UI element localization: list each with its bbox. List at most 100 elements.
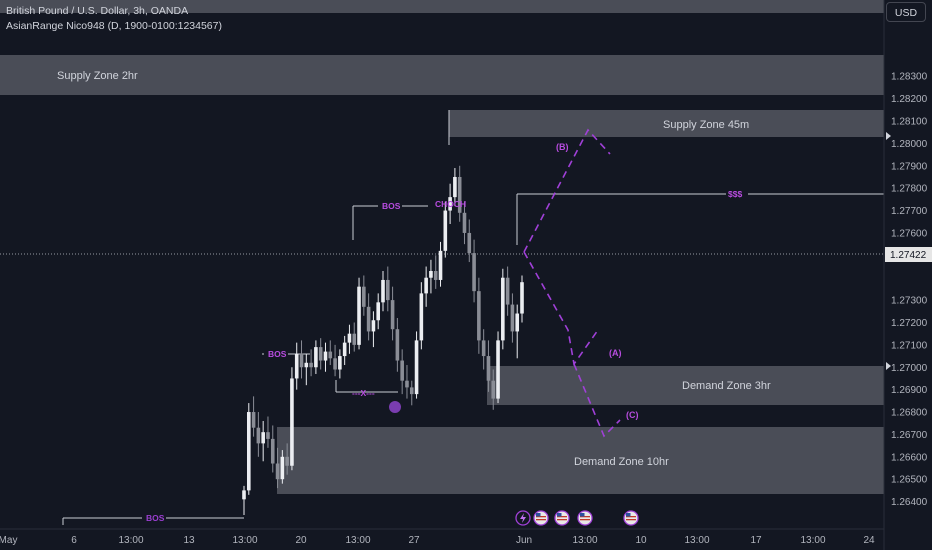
time-tick-label: 13:00	[684, 535, 709, 546]
time-tick-label: 27	[408, 535, 420, 546]
time-tick-label: 13:00	[800, 535, 825, 546]
candle-body	[362, 286, 366, 307]
candle-body	[285, 456, 289, 466]
supply-zone-2hr[interactable]	[0, 55, 884, 95]
candle-body	[409, 387, 414, 395]
candle-body	[256, 427, 261, 444]
last-price-value: 1.27422	[890, 250, 927, 261]
candle-body	[395, 329, 400, 361]
price-tick-label: 1.27800	[891, 184, 928, 195]
candle-body	[491, 380, 496, 399]
candle-body	[381, 279, 385, 303]
candle-body	[472, 253, 476, 292]
wave-projection	[523, 128, 621, 438]
us-flag-icon[interactable]	[623, 510, 639, 526]
candle-body	[266, 432, 270, 439]
candle-body	[462, 212, 467, 233]
candle-body	[448, 197, 452, 211]
price-tick-label: 1.27000	[891, 363, 928, 374]
candle-body	[429, 271, 433, 278]
candle-body	[333, 358, 337, 370]
price-tick-label: 1.26900	[891, 385, 928, 396]
us-flag-icon[interactable]	[577, 510, 593, 526]
price-axis[interactable]: 1.28300 1.28200 1.28100 1.28000 1.27900 1.278…	[891, 72, 928, 508]
candle-body	[419, 293, 424, 341]
time-tick-label: 13	[183, 535, 195, 546]
candle-body	[304, 362, 309, 368]
bos-high-label-bg	[378, 200, 402, 212]
candle-body	[294, 353, 299, 379]
candle-body	[515, 313, 520, 332]
supply-zone-45m[interactable]	[449, 110, 884, 137]
candle-body	[371, 320, 376, 332]
candle-body	[314, 347, 318, 368]
choch-label: CHOCH	[435, 199, 466, 209]
demand-zone-10hr-label: Demand Zone 10hr	[574, 456, 669, 468]
bos-mid-label-bg	[264, 348, 288, 360]
candle-body	[443, 210, 448, 251]
bos-high-label: BOS	[382, 201, 401, 211]
demand-zone-10hr[interactable]	[277, 427, 884, 494]
candle-body	[501, 277, 505, 341]
price-tick-label: 1.26700	[891, 430, 928, 441]
supply-zone-2hr-label: Supply Zone 2hr	[57, 70, 138, 82]
bos-low-label-bg	[142, 512, 166, 524]
candle-body	[342, 342, 347, 357]
time-tick-label: 13:00	[118, 535, 143, 546]
candle-body	[505, 277, 510, 305]
candle-body	[486, 356, 491, 381]
price-tick-label: 1.27600	[891, 228, 928, 239]
candle-body	[338, 356, 342, 370]
candle-body	[251, 412, 256, 428]
time-tick-label: 13:00	[345, 535, 370, 546]
candle-body	[457, 176, 462, 213]
currency-button[interactable]: USD	[886, 2, 926, 22]
us-flag-icon[interactable]	[554, 510, 570, 526]
demand-zone-3hr-label: Demand Zone 3hr	[682, 380, 771, 392]
price-tick-label: 1.28300	[891, 72, 928, 83]
axis-marker-icon	[886, 132, 891, 140]
wave-up-path	[523, 128, 611, 253]
candles-layer	[242, 165, 524, 515]
time-tick-label: 13:00	[232, 535, 257, 546]
supply-zone-45m-label: Supply Zone 45m	[663, 119, 749, 131]
candle-body	[347, 333, 352, 343]
time-tick-label: May	[0, 535, 17, 546]
lightning-glyph	[520, 513, 526, 523]
time-tick-label: 13:00	[572, 535, 597, 546]
wave-c-path	[573, 363, 621, 438]
candle-body	[405, 380, 409, 388]
us-flag-icon[interactable]	[533, 510, 549, 526]
candle-body	[453, 176, 457, 198]
price-tick-label: 1.28000	[891, 139, 928, 150]
candle-body	[433, 271, 438, 280]
price-tick-label: 1.28200	[891, 94, 928, 105]
price-tick-label: 1.26400	[891, 497, 928, 508]
price-tick-label: 1.26800	[891, 408, 928, 419]
sweep-label: ---X---	[352, 388, 375, 398]
price-tick-label: 1.27200	[891, 318, 928, 329]
symbol-title: British Pound / U.S. Dollar, 3h, OANDA	[6, 5, 189, 17]
last-price-tag: 1.27422	[885, 247, 932, 262]
candle-body	[290, 378, 294, 466]
bos-low-label: BOS	[146, 513, 165, 523]
time-axis[interactable]: May 6 13:00 13 13:00 20 13:00 27 Jun 13:00 10 13:00…	[0, 535, 875, 546]
wave-down-path	[523, 251, 599, 367]
candle-body	[390, 300, 395, 330]
candle-body	[323, 351, 328, 361]
top-zone-band	[0, 0, 884, 13]
sweep-marker	[389, 401, 401, 413]
candle-body	[424, 277, 428, 294]
price-tick-label: 1.26500	[891, 475, 928, 486]
time-tick-label: 17	[750, 535, 762, 546]
time-tick-label: Jun	[516, 535, 532, 546]
time-tick-label: 10	[635, 535, 647, 546]
wave-c-label: (C)	[626, 410, 639, 420]
candle-body	[467, 232, 472, 254]
price-tick-label: 1.27300	[891, 296, 928, 307]
time-tick-label: 24	[863, 535, 875, 546]
demand-zone-3hr[interactable]	[487, 366, 884, 405]
candle-body	[242, 490, 246, 500]
candle-body	[328, 351, 333, 359]
